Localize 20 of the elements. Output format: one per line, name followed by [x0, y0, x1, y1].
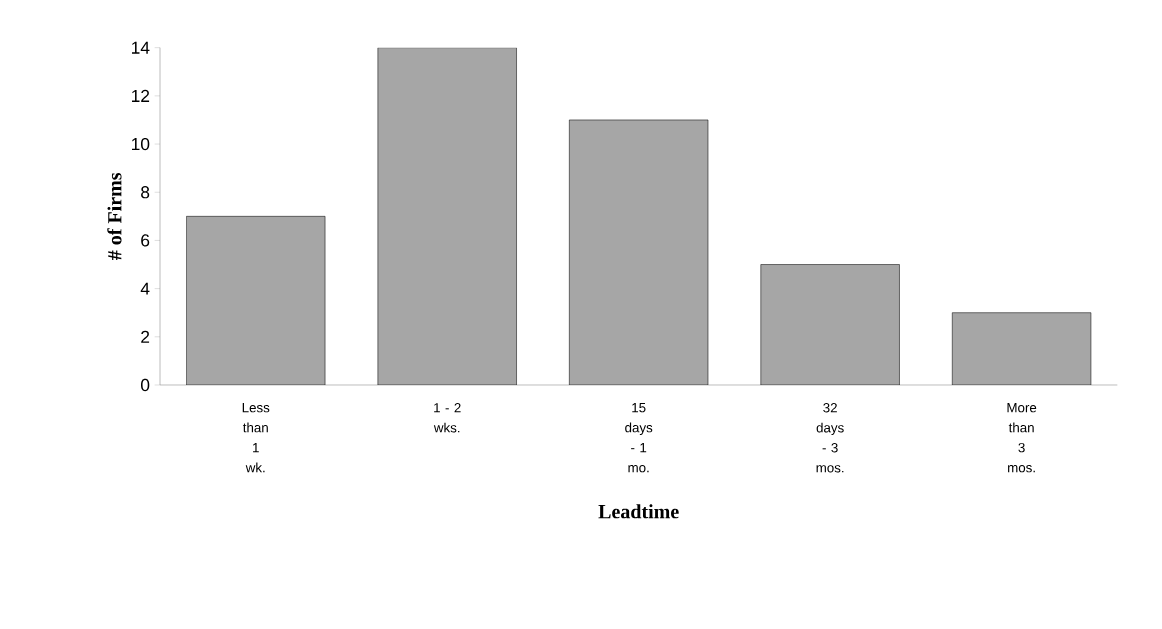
y-tick-label: 14	[132, 41, 150, 54]
x-tick-label: 15 days - 1 mo.	[625, 403, 653, 473]
x-tick-label: More than 3 mos.	[1007, 403, 1037, 473]
y-tick-label: 10	[132, 137, 150, 151]
x-axis-title: Leadtime	[598, 504, 679, 519]
bar	[952, 312, 1092, 385]
x-tick-label: 32 days - 3 mos.	[816, 403, 844, 473]
bar	[760, 264, 900, 385]
bar	[569, 119, 709, 385]
y-tick-label: 6	[141, 234, 150, 247]
y-axis-title: # of Firms	[107, 172, 122, 260]
bar	[186, 216, 326, 385]
y-tick-label: 4	[140, 282, 150, 295]
x-tick-label: 1 - 2 wks.	[433, 403, 461, 433]
x-tick-label: Less than 1 wk.	[242, 403, 270, 473]
y-tick-label: 12	[132, 89, 150, 102]
y-tick-label: 8	[141, 186, 150, 199]
bar	[377, 47, 517, 385]
y-tick-label: 2	[141, 330, 150, 343]
y-tick-label: 0	[140, 378, 150, 392]
